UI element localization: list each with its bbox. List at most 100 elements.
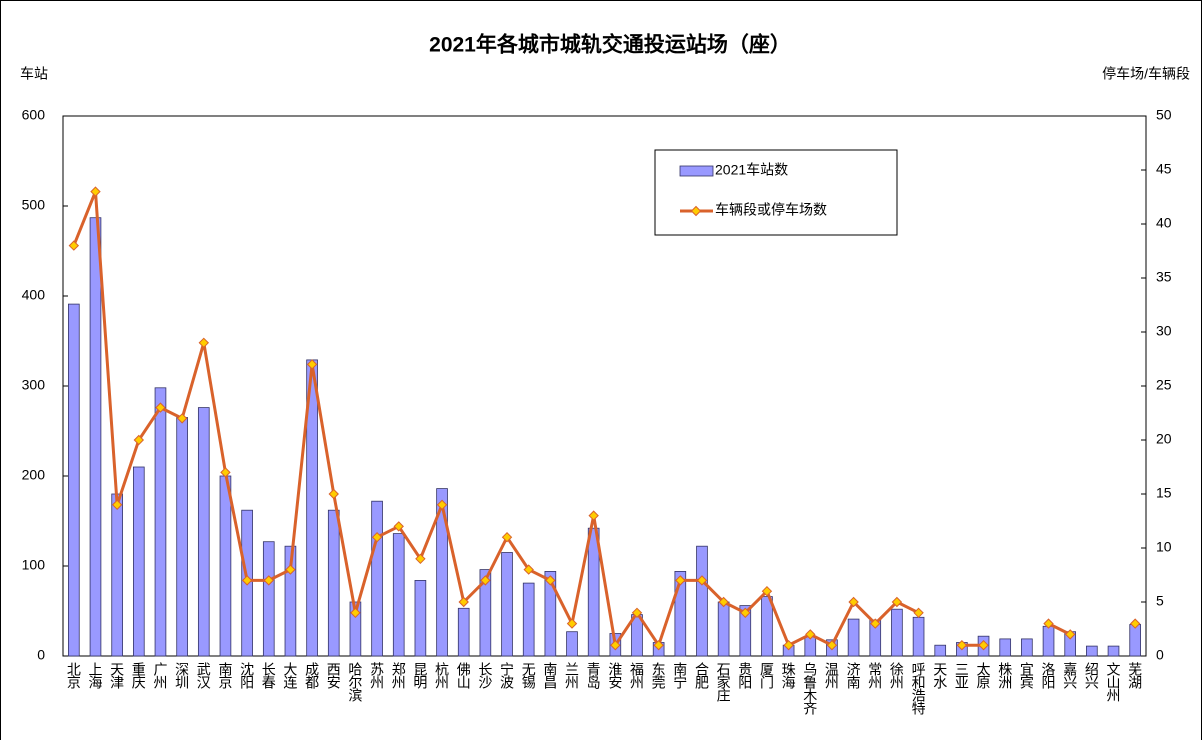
x-tick-label: 西安 — [326, 662, 342, 689]
line-marker — [545, 575, 556, 586]
y2-tick-label: 50 — [1156, 107, 1172, 123]
y-tick-label: 600 — [22, 107, 46, 123]
bar — [414, 580, 427, 657]
line-marker — [501, 531, 513, 543]
bar — [262, 541, 275, 657]
x-tick-label: 厦门 — [759, 662, 775, 690]
bar — [847, 618, 860, 657]
bar — [349, 601, 362, 657]
bar — [934, 644, 947, 657]
line-marker — [263, 575, 274, 586]
line-marker — [740, 607, 751, 619]
line-marker — [480, 575, 491, 586]
bar — [587, 527, 600, 657]
line-marker — [198, 337, 209, 349]
line-marker — [610, 639, 621, 651]
line-marker — [68, 240, 80, 251]
x-tick-label: 南昌 — [542, 662, 558, 689]
y2-tick-label: 45 — [1156, 161, 1172, 177]
x-tick-label: 天水 — [932, 662, 948, 689]
y2-tick-label: 20 — [1156, 431, 1172, 447]
x-tick-label: 天津 — [109, 662, 125, 689]
line-marker — [350, 607, 361, 619]
y2-tick-label: 0 — [1156, 647, 1164, 663]
bar — [176, 417, 188, 657]
bar — [717, 601, 730, 657]
y-tick-label: 0 — [37, 647, 45, 663]
line-marker — [111, 499, 123, 511]
line-marker — [675, 575, 686, 586]
bar — [479, 569, 492, 657]
x-tick-label: 福州 — [629, 662, 645, 689]
legend — [654, 149, 898, 236]
x-tick-label: 绍兴 — [1084, 662, 1100, 689]
y2-tick-label: 35 — [1156, 269, 1172, 285]
x-tick-label: 三亚 — [954, 662, 970, 688]
x-tick-label: 沈阳 — [239, 662, 255, 689]
bar — [89, 217, 102, 657]
line-marker — [978, 639, 989, 651]
x-tick-label: 青岛 — [586, 662, 602, 689]
line-marker — [1129, 618, 1141, 629]
x-tick-label: 无锡 — [521, 662, 537, 689]
x-tick-label: 嘉兴 — [1062, 662, 1078, 689]
line-marker — [718, 596, 729, 608]
line-marker — [848, 596, 859, 608]
y-tick-label: 400 — [22, 287, 46, 303]
bar — [197, 407, 210, 657]
line-marker — [155, 402, 166, 413]
line-marker — [783, 639, 794, 651]
y2-tick-label: 15 — [1156, 485, 1172, 501]
x-tick-label: 合肥 — [694, 662, 710, 690]
line-marker — [891, 596, 903, 608]
y2-axis-label: 停车场/车辆段 — [1102, 66, 1190, 82]
legend-marker — [690, 205, 702, 217]
y2-tick-label: 25 — [1156, 377, 1172, 393]
line-marker — [588, 510, 599, 521]
y-tick-label: 500 — [22, 197, 46, 213]
line-marker — [653, 639, 664, 651]
y2-tick-label: 40 — [1156, 215, 1172, 231]
x-tick-label: 长沙 — [477, 662, 493, 689]
bar — [371, 500, 383, 657]
x-tick-label: 东莞 — [651, 662, 667, 690]
x-tick-label: 芜湖 — [1127, 661, 1143, 690]
line-marker — [393, 521, 404, 532]
bar — [436, 488, 448, 657]
x-tick-label: 济南 — [846, 662, 862, 689]
bar — [891, 608, 903, 657]
line-marker — [1043, 618, 1054, 629]
bar — [674, 571, 687, 657]
x-tick-label: 乌鲁木齐 — [802, 662, 818, 715]
legend-swatch — [679, 165, 714, 177]
bar — [392, 533, 405, 657]
y2-tick-label: 30 — [1156, 323, 1172, 339]
x-tick-label: 北京 — [66, 662, 82, 689]
bar — [544, 571, 557, 657]
bar — [1021, 638, 1033, 657]
x-tick-label: 长春 — [261, 662, 277, 689]
line-marker — [805, 629, 816, 640]
bar — [457, 607, 470, 657]
y-tick-label: 100 — [22, 557, 46, 573]
line-marker — [306, 359, 318, 370]
line-marker — [956, 639, 968, 651]
line-marker — [220, 467, 231, 478]
x-tick-label: 珠海 — [781, 662, 797, 689]
x-tick-label: 石家庄 — [716, 662, 732, 702]
bar — [566, 631, 578, 657]
y-axis-label: 车站 — [20, 66, 48, 82]
bar — [111, 493, 123, 657]
line-marker — [328, 488, 339, 500]
x-tick-label: 郑州 — [391, 662, 407, 689]
line-marker — [285, 564, 296, 575]
line-marker — [826, 639, 838, 651]
bar — [501, 552, 513, 657]
x-tick-label: 上海 — [87, 662, 103, 689]
line-marker — [913, 607, 924, 619]
x-tick-label: 宜宾 — [1019, 662, 1035, 689]
line-marker — [458, 596, 469, 608]
bar — [739, 605, 752, 657]
x-tick-label: 武汉 — [196, 662, 212, 689]
